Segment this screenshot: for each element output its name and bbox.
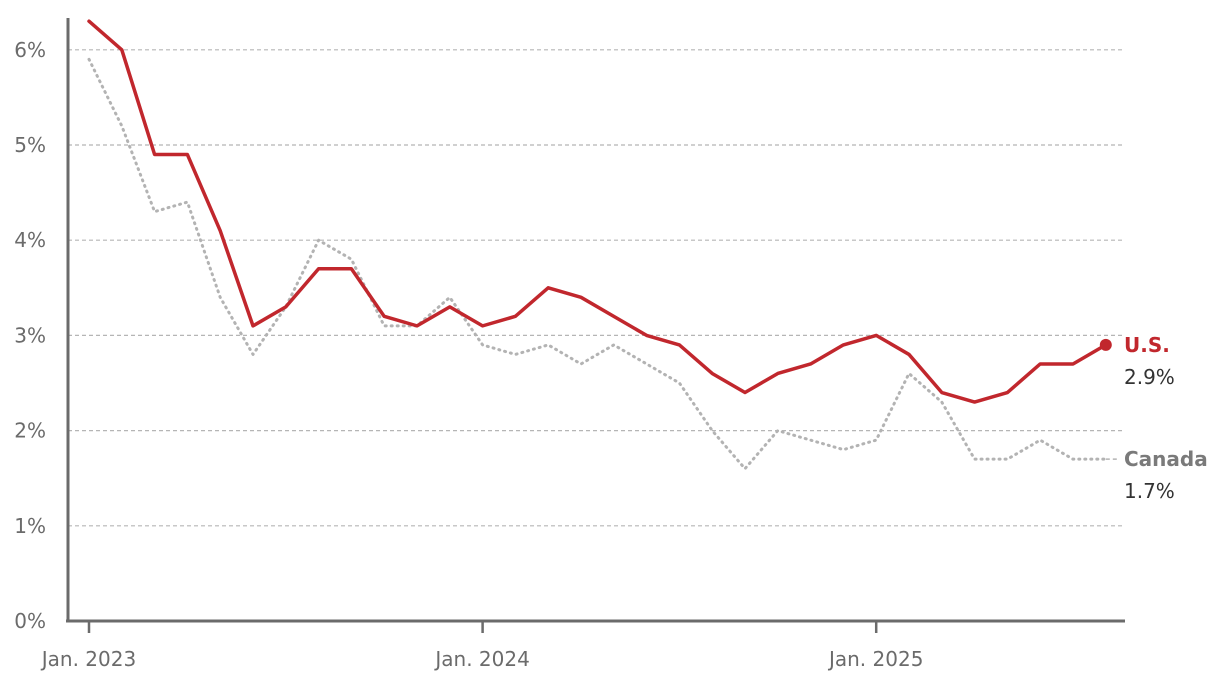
x-tick-label: Jan. 2024 — [433, 647, 529, 671]
y-tick-label: 3% — [14, 323, 46, 347]
x-tick-label: Jan. 2025 — [827, 647, 923, 671]
x-tick-label: Jan. 2023 — [40, 647, 136, 671]
series-end-labels: U.S. 2.9% Canada 1.7% — [1124, 333, 1208, 503]
axes — [66, 18, 1125, 623]
end-point-u-s — [1099, 338, 1112, 351]
gridlines — [68, 49, 1125, 527]
series-name-u-s: U.S. — [1124, 333, 1170, 357]
y-tick-label: 0% — [14, 609, 46, 633]
y-tick-label: 1% — [14, 514, 46, 538]
series-line-canada — [87, 57, 1108, 471]
x-axis-ticks: Jan. 2023 Jan. 2024 Jan. 2025 — [40, 621, 923, 671]
y-tick-label: 5% — [14, 133, 46, 157]
series-line-u-s — [87, 19, 1108, 404]
y-tick-label: 4% — [14, 228, 46, 252]
y-tick-label: 6% — [14, 38, 46, 62]
y-axis-tick-labels: 0% 1% 2% 3% 4% 5% 6% — [14, 38, 46, 633]
y-tick-label: 2% — [14, 419, 46, 443]
series-name-canada: Canada — [1124, 447, 1208, 471]
series-lines — [87, 19, 1117, 471]
series-value-u-s: 2.9% — [1124, 365, 1175, 389]
series-value-canada: 1.7% — [1124, 479, 1175, 503]
